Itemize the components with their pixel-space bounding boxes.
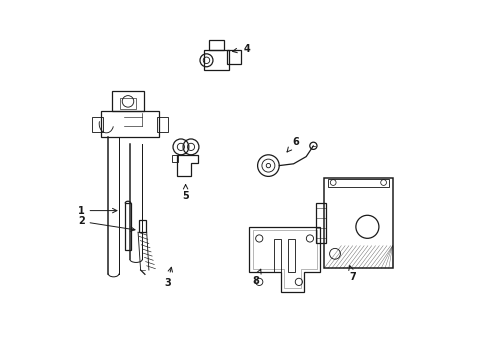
Bar [209,40,224,50]
Text: 3: 3 [164,267,172,288]
Bar [101,111,159,137]
Bar [288,239,295,273]
Bar [328,179,389,187]
Bar [157,117,168,132]
Bar [274,239,281,273]
Bar [316,203,326,243]
Text: 1: 1 [78,206,117,216]
Bar [324,178,392,268]
Text: 5: 5 [182,185,189,201]
Bar [125,203,131,250]
Bar [227,50,242,64]
Text: 4: 4 [233,44,250,54]
Text: 8: 8 [252,269,261,286]
Text: 6: 6 [287,137,299,152]
Bar [120,98,136,109]
Text: 2: 2 [78,216,135,231]
Bar [112,91,144,111]
Text: 7: 7 [349,266,356,282]
Bar [172,155,178,162]
Bar [204,50,229,70]
Bar [92,117,103,132]
Bar [139,220,146,232]
